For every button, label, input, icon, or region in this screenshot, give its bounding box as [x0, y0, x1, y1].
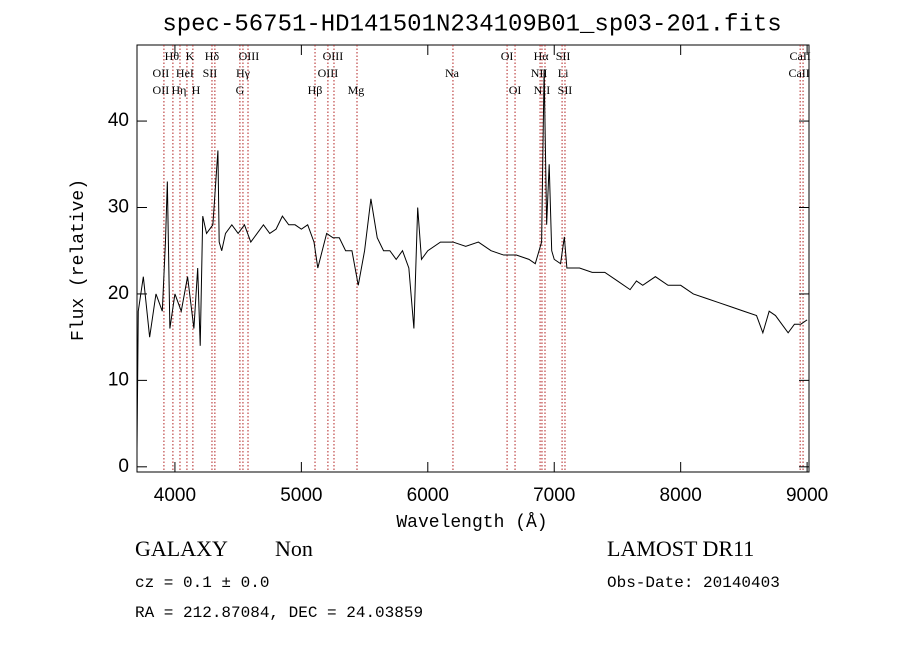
element-label: NII [534, 83, 551, 97]
element-label: Hβ [308, 83, 323, 97]
element-label: Li [558, 66, 569, 80]
element-label: Hδ [205, 49, 220, 63]
coords-label: RA = 212.87084, DEC = 24.03859 [135, 604, 423, 622]
x-tick-label: 9000 [786, 485, 828, 506]
element-label: OIII [318, 66, 339, 80]
element-label: OII [153, 83, 170, 97]
chart-title: spec-56751-HD141501N234109B01_sp03-201.f… [162, 11, 781, 38]
element-label: G [236, 83, 245, 97]
x-tick-label: 6000 [407, 485, 449, 506]
element-label: Hη [171, 83, 186, 97]
element-label: CaII [788, 66, 809, 80]
element-label: Mg [348, 83, 365, 97]
y-tick-label: 30 [108, 197, 129, 218]
element-label: OI [501, 49, 514, 63]
x-axis-label: Wavelength (Å) [396, 512, 547, 533]
x-tick-label: 4000 [154, 485, 196, 506]
y-tick-label: 40 [108, 110, 129, 131]
y-tick-label: 10 [108, 369, 129, 390]
y-tick-label: 20 [108, 283, 129, 304]
element-label: Hγ [236, 66, 251, 80]
element-label: SII [558, 83, 573, 97]
element-label: SII [556, 49, 571, 63]
element-label: K [186, 49, 195, 63]
element-label: OIII [239, 49, 260, 63]
element-label: H [192, 83, 201, 97]
obs-date-label: Obs-Date: 20140403 [607, 574, 780, 592]
class-label: GALAXY [135, 536, 228, 561]
x-tick-label: 7000 [533, 485, 575, 506]
x-tick-label: 5000 [280, 485, 322, 506]
element-label: OIII [323, 49, 344, 63]
element-label: OII [153, 66, 170, 80]
spectrum-line [136, 69, 808, 450]
plot-frame [136, 44, 810, 473]
cz-label: cz = 0.1 ± 0.0 [135, 574, 269, 592]
element-label: OI [509, 83, 522, 97]
survey-label: LAMOST DR11 [607, 536, 754, 561]
x-tick-label: 8000 [660, 485, 702, 506]
element-label: Hα [534, 49, 550, 63]
element-label: CaII [789, 49, 810, 63]
element-label: Hθ [165, 49, 180, 63]
element-label: HeI [176, 66, 194, 80]
element-label: NII [531, 66, 548, 80]
y-axis-label: Flux (relative) [69, 179, 89, 341]
element-label: Na [445, 66, 460, 80]
subclass-label: Non [275, 536, 313, 561]
element-label: SII [203, 66, 218, 80]
y-tick-label: 0 [118, 456, 129, 477]
